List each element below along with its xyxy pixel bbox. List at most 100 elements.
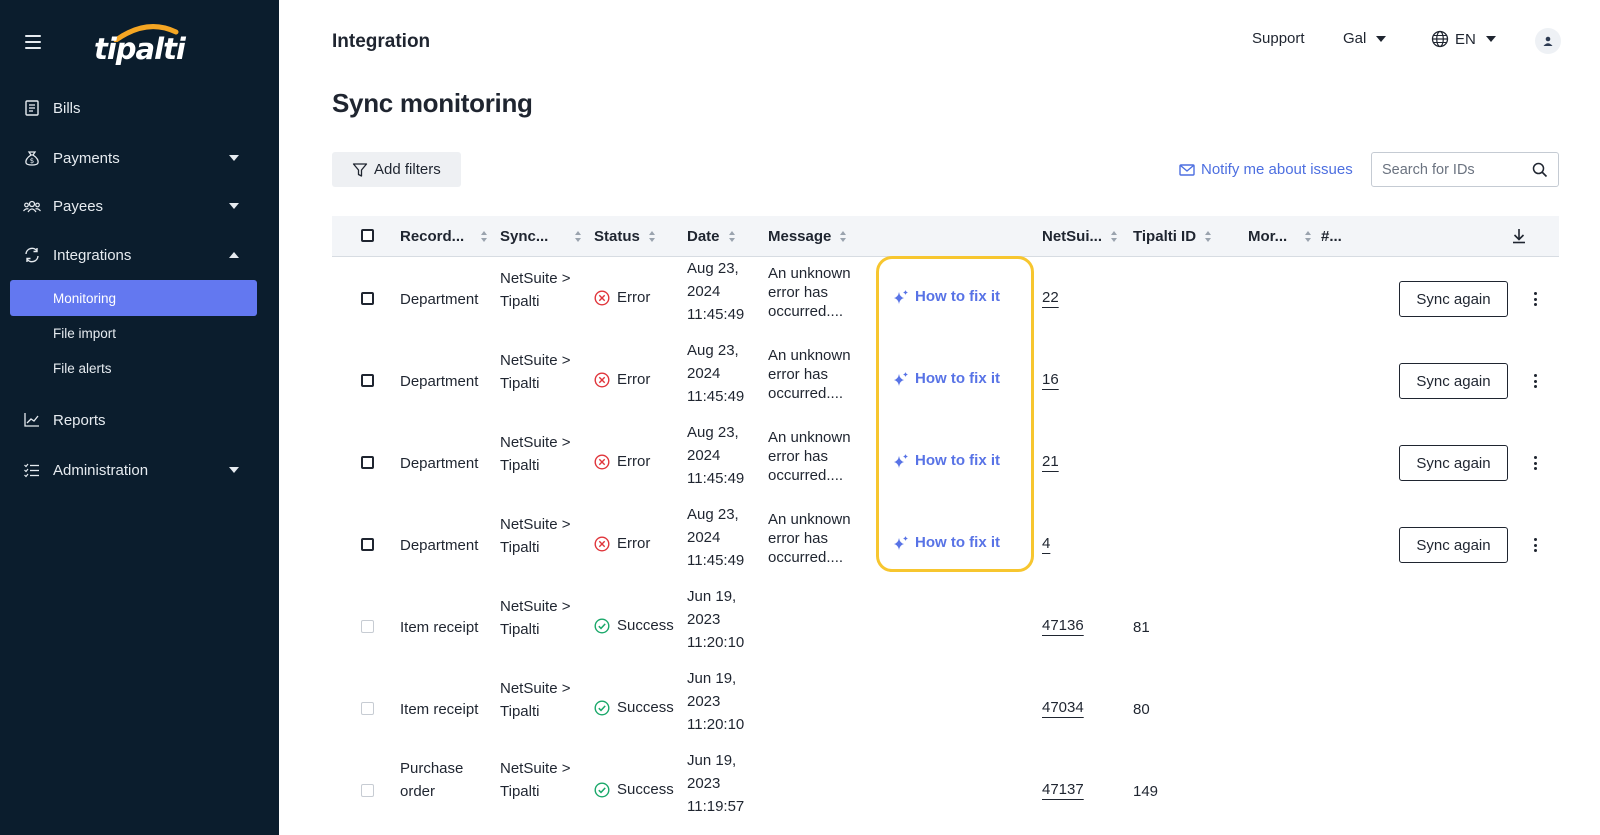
globe-icon [1431,30,1449,48]
column-header-count[interactable]: #... [1321,216,1342,256]
record-type: Item receipt [400,698,478,721]
sync-again-button[interactable]: Sync again [1399,281,1508,317]
notify-issues-link[interactable]: Notify me about issues [1179,161,1353,178]
netsuite-id-link[interactable]: 16 [1042,371,1059,388]
notify-label: Notify me about issues [1201,161,1353,178]
table-row[interactable]: Purchase order NetSuite > Tipalti Success … [332,750,1559,832]
table-row[interactable]: Item receipt NetSuite > Tipalti Success J… [332,586,1559,668]
netsuite-id-link[interactable]: 22 [1042,289,1059,306]
column-header-more[interactable]: Mor... [1248,216,1312,256]
chart-icon [24,413,39,427]
sort-icon[interactable] [840,230,847,242]
sidebar-item-bills[interactable]: Bills [0,88,279,128]
more-options-icon[interactable] [1534,374,1538,388]
netsuite-id-link[interactable]: 4 [1042,535,1051,552]
time-line: 11:45:49 [687,306,745,323]
sidebar-item-reports[interactable]: Reports [0,400,279,440]
table-row[interactable]: Department NetSuite > Tipalti Error Aug 2… [332,258,1559,340]
how-to-fix-link[interactable]: How to fix it [893,534,1000,551]
select-all-checkbox[interactable] [361,229,374,242]
add-filters-label: Add filters [374,161,441,178]
column-header-message[interactable]: Message [768,216,847,256]
date-line: Jun 19, [687,670,737,687]
sort-icon[interactable] [1205,230,1212,242]
how-to-fix-link[interactable]: How to fix it [893,288,1000,305]
how-to-fix-link[interactable]: How to fix it [893,370,1000,387]
sidebar-subitem-monitoring[interactable]: Monitoring [10,280,257,316]
column-label: Sync... [500,227,549,245]
column-header-status[interactable]: Status [594,216,656,256]
more-options-icon[interactable] [1534,292,1538,306]
message-line: An unknown [768,511,851,528]
sidebar-subitem-file-import[interactable]: File import [53,325,117,341]
search-input[interactable] [1382,161,1522,178]
sync-again-button[interactable]: Sync again [1399,445,1508,481]
tipalti-logo[interactable]: tipalti [92,22,187,66]
row-checkbox[interactable] [361,374,374,387]
status-badge: Error [594,371,650,388]
sort-icon[interactable] [481,230,488,242]
row-checkbox[interactable] [361,456,374,469]
column-header-date[interactable]: Date [687,216,736,256]
table-row[interactable]: Department NetSuite > Tipalti Error Aug 2… [332,340,1559,422]
sidebar-item-integrations[interactable]: Integrations [0,235,279,275]
search-icon[interactable] [1532,162,1548,178]
sort-icon[interactable] [575,230,582,242]
table-row[interactable]: Department NetSuite > Tipalti Error Aug 2… [332,504,1559,586]
time-line: 11:20:10 [687,716,745,733]
sort-icon[interactable] [1111,230,1118,242]
mail-icon [1179,163,1195,176]
how-to-fix-link[interactable]: How to fix it [893,452,1000,469]
support-link[interactable]: Support [1252,30,1305,47]
sidebar-subitem-file-alerts[interactable]: File alerts [53,360,112,376]
sync-again-button[interactable]: Sync again [1399,363,1508,399]
column-header-sync[interactable]: Sync... [500,216,582,256]
time-line: 11:20:10 [687,634,745,651]
column-header-record[interactable]: Record... [400,216,488,256]
add-filters-button[interactable]: Add filters [332,152,461,187]
netsuite-id-link[interactable]: 21 [1042,453,1059,470]
sort-icon[interactable] [728,230,736,242]
row-checkbox[interactable] [361,538,374,551]
svg-text:$: $ [30,157,34,165]
column-label: Tipalti ID [1133,227,1197,245]
error-icon [594,371,610,388]
sync-direction: NetSuite > Tipalti [500,595,570,641]
message-line: An unknown [768,347,851,364]
sidebar-item-label: Reports [53,411,106,429]
table-row[interactable]: Department NetSuite > Tipalti Error Aug 2… [332,422,1559,504]
netsuite-id-link[interactable]: 47137 [1042,781,1084,798]
row-checkbox[interactable] [361,292,374,305]
download-icon[interactable] [1512,228,1526,244]
sidebar-item-payees[interactable]: Payees [0,186,279,226]
sync-again-button[interactable]: Sync again [1399,527,1508,563]
logo-text: tipalti [94,32,186,66]
message-line: error has [768,284,829,301]
sidebar-item-administration[interactable]: Administration [0,450,279,490]
error-icon [594,453,610,470]
more-options-icon[interactable] [1534,538,1538,552]
date-line: Jun 19, [687,752,737,769]
message-line: occurred.... [768,385,844,402]
sort-icon[interactable] [1305,230,1312,242]
language-selector[interactable]: EN [1431,30,1496,48]
date-line: Aug 23, [687,506,739,523]
user-menu[interactable]: Gal [1343,30,1387,47]
user-avatar-button[interactable] [1535,28,1561,54]
netsuite-id-link[interactable]: 47136 [1042,617,1084,634]
column-header-netsuite-id[interactable]: NetSui... [1042,216,1118,256]
sync-source: NetSuite > [500,270,571,287]
search-ids-field[interactable] [1371,152,1559,187]
sidebar-item-label: Payments [53,149,120,167]
more-options-icon[interactable] [1534,456,1538,470]
column-header-tipalti-id[interactable]: Tipalti ID [1133,216,1212,256]
column-label: Record... [400,227,465,245]
record-line: order [400,783,436,800]
table-row[interactable]: Item receipt NetSuite > Tipalti Success J… [332,668,1559,750]
sidebar-item-payments[interactable]: $ Payments [0,138,279,178]
date-line: 2024 [687,447,721,464]
message-line: An unknown [768,429,851,446]
sort-icon[interactable] [648,230,656,242]
netsuite-id-link[interactable]: 47034 [1042,699,1084,716]
hamburger-icon[interactable] [25,35,41,49]
